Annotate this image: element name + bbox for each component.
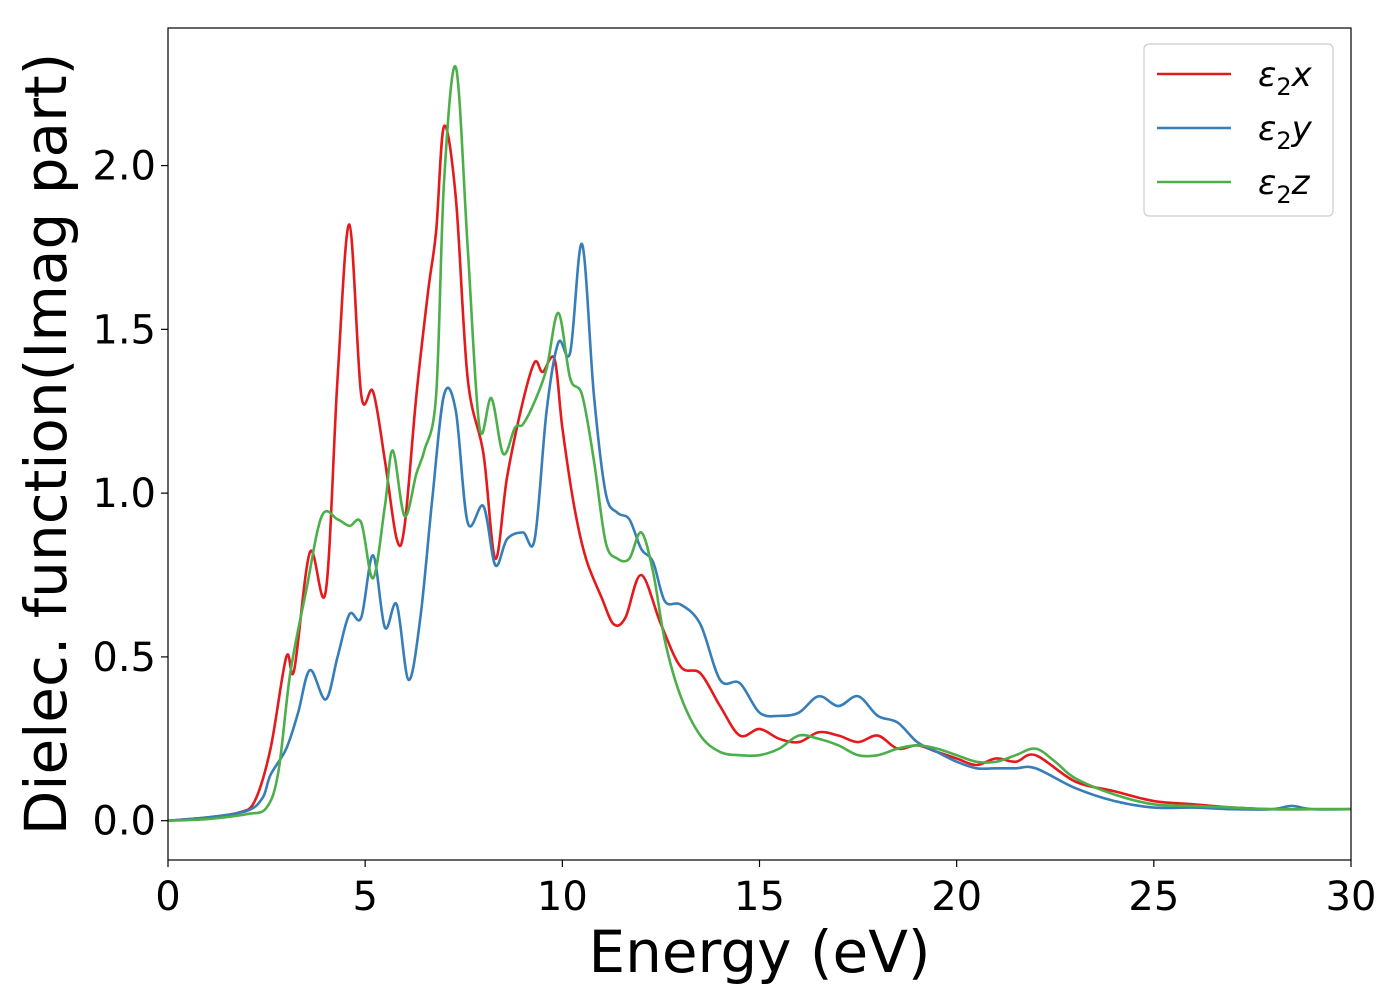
y-tick-label: 1.5 — [92, 307, 156, 353]
x-tick-label: 15 — [734, 874, 785, 920]
series-line-y — [168, 242, 1351, 822]
legend-label-x: ε2x — [1258, 55, 1313, 101]
series-line-x — [168, 124, 1351, 822]
legend-subscript: 2 — [1276, 127, 1291, 155]
legend-symbol: ε — [1258, 109, 1276, 149]
x-tick-label: 5 — [352, 874, 377, 920]
y-axis-title: Dielec. function(Imag part) — [12, 53, 80, 836]
y-tick-label: 0.5 — [92, 635, 156, 681]
legend-component: y — [1291, 109, 1313, 149]
x-tick-label: 20 — [931, 874, 982, 920]
x-tick-label: 25 — [1128, 874, 1179, 920]
series-line-z — [168, 64, 1351, 822]
y-tick-label: 2.0 — [92, 144, 156, 190]
legend-subscript: 2 — [1276, 73, 1291, 101]
x-tick-label: 10 — [537, 874, 588, 920]
x-axis-ticks: 0 5 10 15 20 25 30 — [155, 860, 1376, 920]
x-tick-label: 0 — [155, 874, 180, 920]
legend-box — [1143, 43, 1334, 217]
legend-symbol: ε — [1258, 55, 1276, 95]
legend-label-z: ε2z — [1258, 163, 1311, 209]
x-tick-label: 30 — [1326, 874, 1377, 920]
legend-component: x — [1291, 55, 1313, 95]
legend-subscript: 2 — [1276, 181, 1291, 209]
y-tick-label: 1.0 — [92, 471, 156, 517]
legend-component: z — [1291, 163, 1311, 203]
x-axis-title: Energy (eV) — [588, 918, 930, 986]
y-tick-label: 0.0 — [92, 799, 156, 845]
series-layer — [168, 64, 1351, 822]
legend-symbol: ε — [1258, 163, 1276, 203]
y-axis-ticks: 0.0 0.5 1.0 1.5 2.0 — [92, 144, 168, 845]
legend-label-y: ε2y — [1258, 109, 1313, 155]
